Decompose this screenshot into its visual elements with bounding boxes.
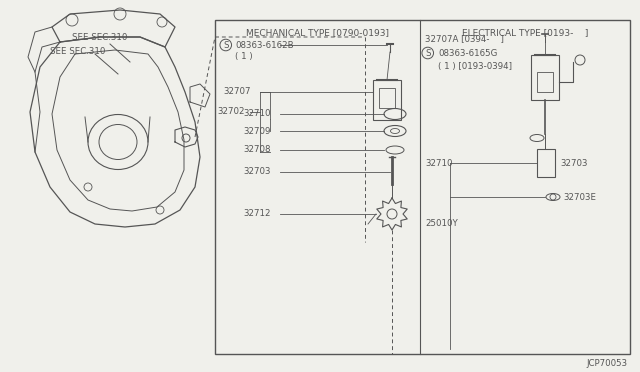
Text: JCP70053: JCP70053 — [587, 359, 628, 369]
Text: 32712: 32712 — [243, 209, 271, 218]
Text: 32710: 32710 — [425, 158, 452, 167]
Text: 32709: 32709 — [243, 126, 270, 135]
Text: SEE SEC.310: SEE SEC.310 — [72, 33, 127, 42]
Bar — [379, 88, 395, 108]
Text: 32703E: 32703E — [563, 192, 596, 202]
Text: SEE SEC.310: SEE SEC.310 — [50, 48, 106, 57]
Text: 32703: 32703 — [243, 167, 271, 176]
Text: 32708: 32708 — [243, 145, 271, 154]
Bar — [537, 149, 555, 177]
Text: ( 1 ) [0193-0394]: ( 1 ) [0193-0394] — [438, 61, 512, 71]
Text: S: S — [425, 48, 431, 58]
Text: 25010Y: 25010Y — [425, 219, 458, 228]
Text: 32702: 32702 — [217, 108, 244, 116]
Bar — [215, 20, 630, 354]
Bar — [373, 80, 401, 120]
Text: MECHANICAL TYPE [0790-0193]: MECHANICAL TYPE [0790-0193] — [246, 28, 389, 37]
Bar — [537, 72, 553, 92]
Text: 32707A [0394-    ]: 32707A [0394- ] — [425, 35, 504, 44]
Text: S: S — [223, 41, 228, 49]
Text: ( 1 ): ( 1 ) — [235, 51, 253, 61]
Bar — [531, 55, 559, 100]
Text: 08363-6162B: 08363-6162B — [235, 41, 294, 49]
Text: 32707: 32707 — [223, 87, 250, 96]
Text: 32710: 32710 — [243, 109, 271, 119]
Text: 08363-6165G: 08363-6165G — [438, 48, 497, 58]
Text: 32703: 32703 — [560, 158, 588, 167]
Text: ELECTRICAL TYPE [0193-    ]: ELECTRICAL TYPE [0193- ] — [462, 28, 588, 37]
